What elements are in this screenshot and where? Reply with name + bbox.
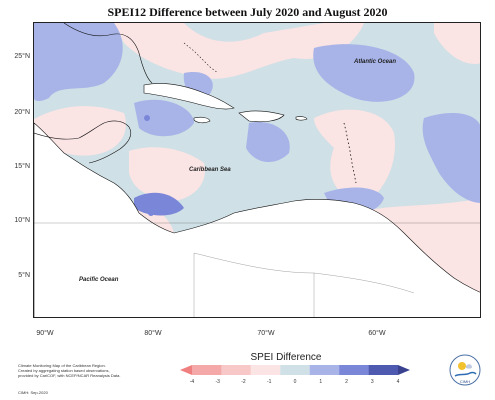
legend-tick-label: 4 (396, 379, 400, 385)
pink-anomaly-north (114, 23, 364, 79)
blue-anomaly-cuba (134, 99, 194, 137)
cimh-logo: CIMH (449, 354, 481, 386)
pink-anomaly-west (34, 106, 126, 156)
pink-anomaly-ne (434, 23, 480, 64)
pink-anomaly-central (129, 147, 205, 201)
colorbar-bin (368, 365, 398, 375)
colorbar-min-extend (180, 365, 192, 375)
dark-spot-cayman (144, 115, 150, 121)
credits-line: Climate Monitoring Map of the Caribbean … (18, 363, 106, 368)
legend-colorbar (180, 365, 410, 375)
credits-line: provided by CariCOF, with NCEP/NCAR Rean… (18, 373, 121, 378)
map-title: SPEI12 Difference between July 2020 and … (107, 5, 388, 19)
credits-line: Created by aggregating station based obs… (18, 368, 110, 373)
blue-anomaly-east (422, 113, 480, 203)
land-hispaniola (238, 110, 285, 123)
land-central-south-america (34, 122, 480, 317)
colorbar-bin (309, 365, 340, 375)
logo-text: CIMH (460, 379, 470, 384)
legend-tick-label: -1 (267, 379, 272, 385)
lat-label-15n: 15°N (14, 163, 30, 170)
coast-florida (63, 23, 153, 84)
legend-tick-label: 1 (319, 379, 323, 385)
legend-tick-label: -4 (189, 379, 195, 385)
legend-tick-label: -3 (215, 379, 220, 385)
lon-label-90w: 90°W (36, 330, 54, 337)
lesser-antilles (343, 122, 357, 184)
legend-tick-label: 2 (345, 379, 348, 385)
credits-text: Climate Monitoring Map of the Caribbean … (18, 363, 168, 378)
dark-spot-costa-rica (148, 210, 154, 216)
bahamas-islands (183, 42, 219, 74)
label-caribbean-sea: Caribbean Sea (189, 167, 231, 173)
blue-anomaly-nicaragua (134, 192, 184, 216)
credits-date: CIMH: Sep-2020 (18, 390, 48, 395)
legend-tick-label: -2 (241, 379, 246, 385)
blue-anomaly-hispaniola (246, 122, 290, 163)
lat-label-20n: 20°N (14, 109, 30, 116)
map-canvas: Atlantic Ocean Caribbean Sea Pacific Oce… (34, 23, 480, 317)
land-puerto-rico (295, 116, 308, 121)
colorbar-bin (339, 365, 369, 375)
lon-label-80w: 80°W (144, 330, 162, 337)
colorbar-bin (250, 365, 281, 375)
pink-anomaly-leeward (314, 109, 395, 203)
legend-tick-label: 0 (293, 379, 297, 385)
legend-title: SPEI Difference (250, 352, 322, 363)
blue-anomaly-gulf (34, 23, 123, 102)
lon-label-70w: 70°W (257, 330, 275, 337)
colorbar-max-extend (398, 365, 410, 375)
blue-anomaly-atlantic (313, 44, 415, 102)
legend-tick-label: 3 (370, 379, 374, 385)
label-atlantic-ocean: Atlantic Ocean (353, 59, 396, 65)
map-panel: Atlantic Ocean Caribbean Sea Pacific Oce… (33, 22, 481, 318)
land-cuba (143, 83, 235, 110)
colorbar-bin (221, 365, 251, 375)
lon-label-60w: 60°W (368, 330, 386, 337)
lat-label-25n: 25°N (14, 53, 30, 60)
lat-label-5n: 5°N (18, 272, 30, 279)
land-jamaica (193, 116, 211, 124)
colorbar-bin (192, 365, 222, 375)
coast-yucatan (34, 120, 132, 164)
lat-label-10n: 10°N (14, 217, 30, 224)
colorbar-bin (280, 365, 310, 375)
label-pacific-ocean: Pacific Ocean (79, 277, 119, 283)
